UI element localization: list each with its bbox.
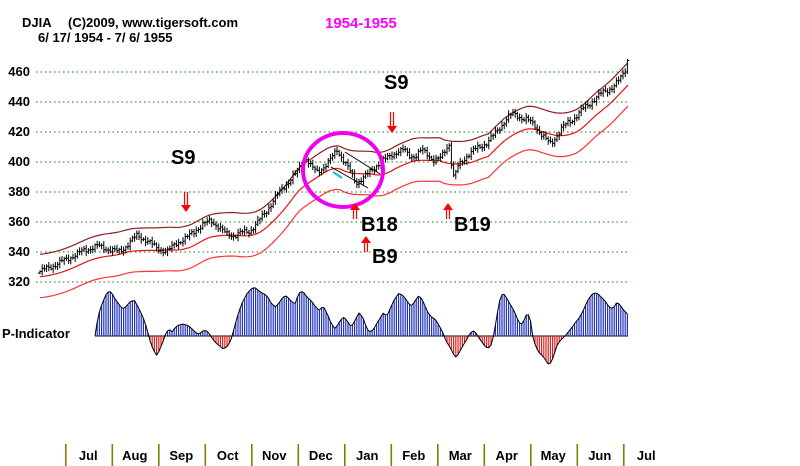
- month-label: Nov: [261, 448, 287, 463]
- price-axis-label: 440: [8, 94, 30, 109]
- indicator-bars-positive: [96, 287, 628, 336]
- month-label: May: [540, 448, 566, 463]
- indicator-envelope: [94, 287, 628, 365]
- signal-arrow-shaft: [363, 242, 369, 252]
- price-axis-label: 400: [8, 154, 30, 169]
- month-label: Jul: [78, 448, 98, 463]
- month-label: Feb: [402, 448, 426, 463]
- signal-arrow-shaft: [183, 192, 189, 206]
- b19-signal-label: B19: [454, 214, 491, 236]
- month-label: Jan: [356, 448, 379, 463]
- symbol-label: DJIA: [22, 15, 52, 30]
- month-tick: [65, 444, 67, 466]
- signal-arrow-head: [361, 236, 371, 243]
- month-label: Oct: [216, 448, 239, 463]
- price-bars: [38, 58, 630, 276]
- price-axis-label: 460: [8, 64, 30, 79]
- month-label: Aug: [122, 448, 148, 463]
- trendline: [330, 166, 369, 189]
- price-axis-label: 360: [8, 214, 30, 229]
- signal-arrow-shaft: [352, 209, 358, 219]
- copyright-label: (C)2009, www.tigersoft.com: [68, 15, 238, 30]
- cyan-mark: [332, 171, 343, 179]
- period-title: 1954-1955: [325, 15, 397, 32]
- month-label: Mar: [448, 448, 472, 463]
- month-label: Jun: [588, 448, 612, 463]
- signal-arrow-head: [350, 203, 360, 210]
- signal-arrow-shaft: [389, 112, 395, 127]
- month-tick: [158, 444, 160, 466]
- month-label: Apr: [495, 448, 518, 463]
- s9-signal-label: S9: [384, 72, 409, 94]
- indicator-label: P-Indicator: [2, 326, 70, 341]
- month-tick: [251, 444, 253, 466]
- month-tick: [623, 444, 625, 466]
- b18-signal-label: B18: [361, 214, 398, 236]
- price-axis-label: 320: [8, 274, 30, 289]
- month-tick: [344, 444, 346, 466]
- indicator-bars-negative: [149, 336, 565, 364]
- s9-signal-label: S9: [171, 147, 196, 169]
- signal-arrow-head: [443, 203, 453, 210]
- upper-band: [39, 62, 629, 255]
- month-label: Dec: [308, 448, 333, 463]
- month-label: Sep: [169, 448, 194, 463]
- date-range-label: 6/ 17/ 1954 - 7/ 6/ 1955: [38, 30, 173, 45]
- month-tick: [437, 444, 439, 466]
- highlight-circle: [301, 131, 385, 209]
- lower-band: [39, 105, 629, 299]
- month-tick: [530, 444, 532, 466]
- month-tick: [111, 444, 114, 466]
- signal-arrow-head: [387, 126, 397, 133]
- b9-signal-label: B9: [372, 246, 398, 268]
- month-tick: [576, 444, 579, 466]
- price-axis-label: 420: [8, 124, 30, 139]
- month-tick: [483, 444, 486, 466]
- month-tick: [390, 444, 393, 466]
- month-tick: [204, 444, 207, 466]
- month-tick: [297, 444, 300, 466]
- price-axis-label: 340: [8, 244, 30, 259]
- month-label: Jul: [636, 448, 656, 463]
- signal-arrow-head: [181, 205, 191, 212]
- trendline: [344, 151, 381, 175]
- price-axis-label: 380: [8, 184, 30, 199]
- signal-arrow-shaft: [445, 209, 451, 219]
